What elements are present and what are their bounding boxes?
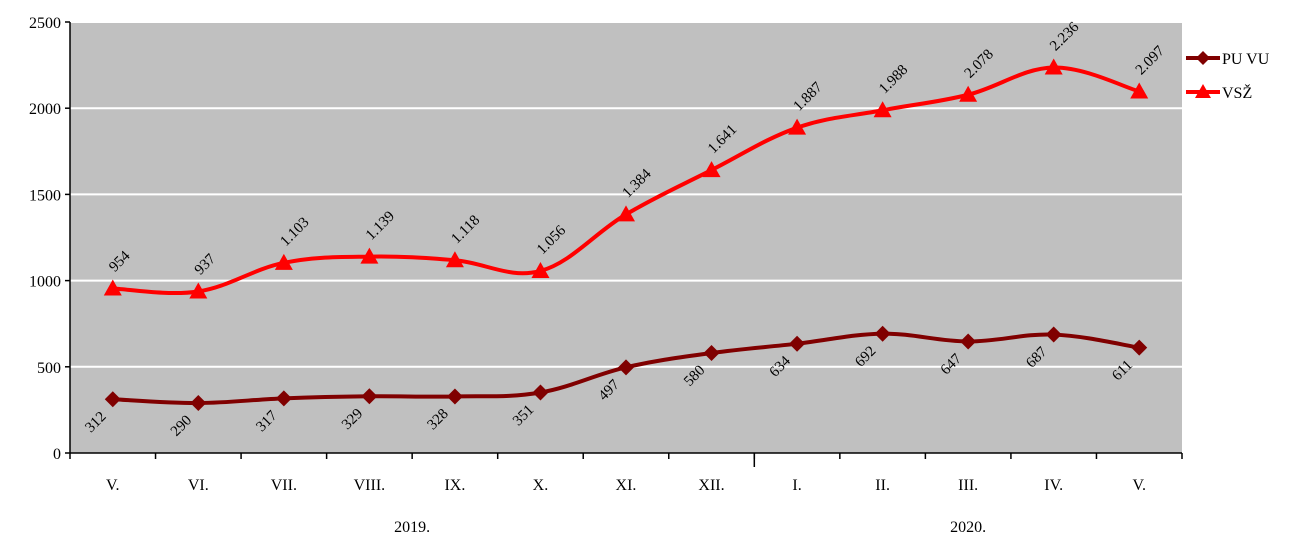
legend-label: PU VU	[1222, 51, 1270, 68]
year-label: 2019.	[394, 519, 430, 536]
marker-triangle	[1044, 58, 1063, 75]
marker-triangle	[274, 253, 293, 270]
marker-diamond	[960, 333, 977, 350]
marker-triangle	[959, 85, 978, 102]
x-tick-label: VIII.	[354, 477, 386, 494]
x-tick-label: VI.	[188, 477, 209, 494]
x-tick-label: V.	[106, 477, 120, 494]
marker-triangle	[788, 118, 807, 135]
x-tick-label: X.	[533, 477, 549, 494]
marker-triangle	[445, 251, 464, 268]
marker-triangle	[360, 247, 379, 264]
marker-diamond	[874, 325, 891, 342]
x-tick-label: III.	[958, 477, 978, 494]
series-markers	[103, 58, 1149, 412]
marker-triangle	[531, 261, 550, 278]
gridlines	[70, 21, 1182, 368]
y-tick-label: 2000	[29, 101, 61, 118]
marker-diamond	[703, 345, 720, 362]
x-tick-label: V.	[1132, 477, 1146, 494]
y-tick-label: 1000	[29, 274, 61, 291]
x-tick-label: IX.	[444, 477, 465, 494]
x-tick-label: XII.	[698, 477, 724, 494]
year-label: 2020.	[950, 519, 986, 536]
y-tick-label: 2500	[29, 15, 61, 32]
marker-diamond	[789, 335, 806, 352]
marker-triangle	[1130, 82, 1149, 99]
marker-triangle	[702, 161, 721, 178]
marker-diamond	[275, 390, 292, 407]
x-tick-label: IV.	[1044, 477, 1063, 494]
x-axis-ticks: V. VI. VII. VIII. IX. X. XI. XII. I. II. III. IV. V.	[106, 477, 1146, 494]
marker-diamond	[361, 388, 378, 405]
marker-diamond	[1131, 339, 1148, 356]
marker-diamond	[446, 388, 463, 405]
x-tick-label: II.	[875, 477, 890, 494]
marker-triangle	[873, 101, 892, 118]
x-tick-label: I.	[792, 477, 801, 494]
y-axis-ticks: 0 500 1000 1500 2000 2500	[29, 15, 61, 463]
axes	[65, 21, 1183, 467]
legend: PU VU VSŽ	[1186, 51, 1270, 102]
marker-diamond	[104, 391, 121, 408]
legend-marker-diamond	[1196, 51, 1210, 65]
legend-marker-triangle	[1195, 84, 1211, 98]
marker-diamond	[190, 395, 207, 412]
marker-triangle	[617, 205, 635, 222]
marker-diamond	[532, 384, 549, 401]
y-tick-label: 500	[37, 360, 61, 377]
year-labels: 2019. 2020.	[394, 519, 986, 536]
x-tick-label: XI.	[616, 477, 637, 494]
plot-area	[70, 22, 1182, 453]
marker-triangle	[103, 279, 122, 296]
x-tick-label: VII.	[271, 477, 297, 494]
y-tick-label: 0	[53, 446, 61, 463]
y-tick-label: 1500	[29, 187, 61, 204]
marker-diamond	[1045, 326, 1062, 343]
marker-triangle	[189, 282, 208, 299]
marker-diamond	[618, 359, 634, 376]
legend-label: VSŽ	[1222, 83, 1252, 102]
